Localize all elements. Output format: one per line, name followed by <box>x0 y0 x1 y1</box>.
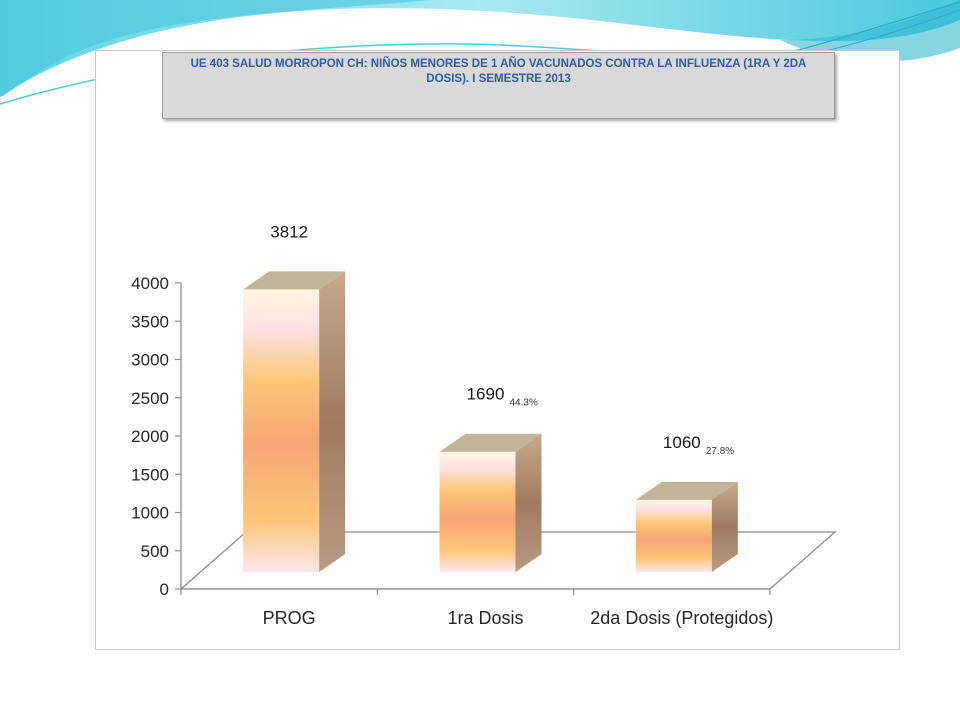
y-tick-label: 3000 <box>131 351 169 370</box>
bar-side <box>711 481 738 572</box>
y-tick-label: 1500 <box>131 465 169 484</box>
chart-title-box: UE 403 SALUD MORROPON CH: NIÑOS MENORES … <box>162 52 835 119</box>
bar-top <box>439 433 542 452</box>
bar-percent-label: 44.3% <box>510 398 538 409</box>
bar-top <box>635 481 738 500</box>
x-tick-label: 1ra Dosis <box>447 608 523 628</box>
y-tick-label: 3500 <box>131 312 169 331</box>
y-tick-label: 2500 <box>131 389 169 408</box>
chart-title: UE 403 SALUD MORROPON CH: NIÑOS MENORES … <box>190 58 807 85</box>
bar <box>439 433 542 572</box>
y-tick-label: 500 <box>141 542 169 561</box>
bar-value-label: 3812 <box>270 222 308 241</box>
bar-front <box>635 499 712 572</box>
bar-value-label: 1060 <box>663 433 701 452</box>
x-tick-label: PROG <box>263 608 316 628</box>
y-tick-label: 4000 <box>131 274 169 293</box>
y-tick-label: 2000 <box>131 427 169 446</box>
bar-percent-label: 27.8% <box>706 446 734 457</box>
bar <box>635 481 738 572</box>
bar-side <box>319 271 346 572</box>
bar <box>243 271 346 572</box>
x-tick-label: 2da Dosis (Protegidos) <box>590 608 773 628</box>
bar-value-label: 1690 <box>467 385 505 404</box>
bar-front <box>243 289 320 572</box>
bar-top <box>243 271 346 290</box>
bar-front <box>439 451 516 572</box>
y-tick-label: 0 <box>160 580 169 599</box>
y-tick-label: 1000 <box>131 504 169 523</box>
bar-side <box>515 433 542 572</box>
